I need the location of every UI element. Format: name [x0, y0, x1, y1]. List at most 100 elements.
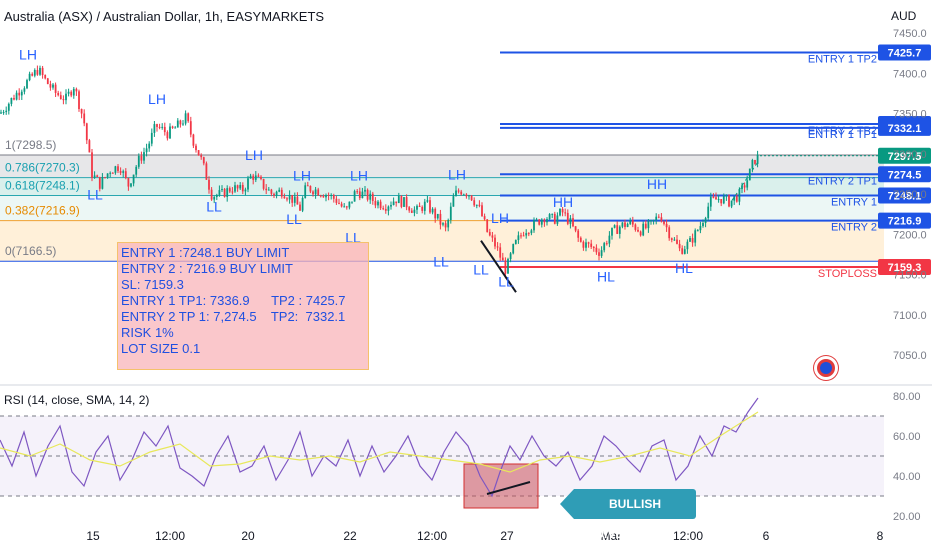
- y-tick-label: 7350.0: [893, 109, 927, 121]
- candle-body: [351, 201, 353, 203]
- bullish-divergence-label: BULLISH DIVERGENCE: [574, 489, 696, 541]
- candle-body: [31, 73, 34, 76]
- swing-label: HL: [597, 269, 615, 285]
- candle-body: [109, 172, 112, 174]
- candle-body: [148, 143, 151, 149]
- price-tag-label: 7425.7: [888, 48, 922, 60]
- candle-body: [252, 175, 255, 180]
- candle-body: [163, 126, 166, 133]
- candle-body: [725, 195, 728, 197]
- candle-body: [184, 113, 187, 124]
- candle-body: [213, 197, 216, 200]
- price-tag-label: 7159.3: [888, 262, 922, 274]
- candle-body: [483, 216, 486, 220]
- candle-body: [538, 219, 541, 225]
- rsi-sma-line: [0, 411, 759, 473]
- candle-body: [314, 189, 317, 195]
- currency-label: AUD: [891, 9, 917, 23]
- trade-level-label: ENTRY 1 TP2: [808, 54, 877, 66]
- candle-body: [111, 172, 114, 174]
- candle-body: [179, 120, 182, 125]
- candle-body: [262, 178, 265, 189]
- candle-body: [564, 212, 567, 214]
- fib-zone: [0, 154, 884, 178]
- candle-body: [637, 229, 639, 232]
- candle-body: [239, 184, 242, 189]
- candle-body: [140, 155, 143, 161]
- candle-body: [244, 189, 247, 192]
- x-tick-label: 22: [343, 529, 357, 543]
- candle-body: [491, 235, 494, 238]
- candle-body: [465, 194, 468, 197]
- divergence-trendline: [486, 481, 531, 495]
- swing-label: LL: [286, 211, 302, 227]
- candle-body: [621, 222, 624, 227]
- candle-body: [39, 67, 41, 75]
- candle-body: [629, 220, 632, 224]
- rsi-y-tick-label: 60.00: [893, 431, 921, 443]
- candle-body: [137, 155, 140, 167]
- candle-body: [267, 189, 270, 191]
- fib-level-label: 0.786(7270.3): [5, 161, 80, 175]
- candle-body: [743, 185, 746, 188]
- trade-level-label: ENTRY 2: [831, 222, 877, 234]
- candle-body: [257, 175, 260, 177]
- price-tag-label: 7216.9: [888, 216, 922, 228]
- fib-level-label: 0.382(7216.9): [5, 204, 80, 218]
- candle-body: [78, 91, 80, 109]
- candle-body: [683, 249, 686, 254]
- candle-body: [13, 97, 15, 100]
- note-line: ENTRY 2 : 7216.9 BUY LIMIT: [121, 261, 293, 276]
- candle-body: [709, 196, 712, 207]
- candle-body: [143, 152, 145, 161]
- candle-body: [548, 214, 551, 220]
- x-tick-label: 27: [500, 529, 514, 543]
- candle-body: [270, 189, 273, 194]
- candle-body: [189, 121, 192, 135]
- trade-level-label: STOPLOSS: [818, 268, 877, 280]
- y-tick-label: 7400.0: [893, 68, 927, 80]
- candle-body: [122, 171, 125, 173]
- candle-body: [130, 183, 132, 187]
- candle-body: [260, 176, 262, 179]
- swing-label: LL: [345, 229, 361, 245]
- candle-body: [46, 78, 49, 85]
- fib-level-label: 0.618(7248.1): [5, 179, 80, 193]
- candle-body: [325, 194, 327, 198]
- swing-label: LH: [293, 167, 311, 183]
- candle-body: [158, 126, 161, 128]
- candle-body: [702, 223, 704, 227]
- candle-body: [595, 247, 598, 253]
- bullish-divergence-callout: BULLISH DIVERGENCE: [560, 489, 696, 541]
- rsi-line: [0, 397, 759, 498]
- candle-body: [291, 194, 294, 203]
- candle-body: [304, 185, 307, 198]
- candle-body: [174, 127, 177, 129]
- candle-body: [509, 253, 512, 259]
- candle-body: [231, 191, 234, 193]
- swing-label: LH: [448, 167, 466, 183]
- candle-body: [444, 223, 447, 228]
- candle-body: [286, 198, 288, 200]
- chart-title: Australia (ASX) / Australian Dollar, 1h,…: [4, 9, 325, 24]
- rsi-title: RSI (14, close, SMA, 14, 2): [4, 393, 150, 407]
- candle-body: [553, 213, 556, 224]
- candle-body: [33, 70, 36, 76]
- candle-body: [182, 123, 184, 125]
- candle-body: [57, 92, 60, 96]
- candle-body: [494, 237, 496, 247]
- candle-body: [546, 219, 548, 223]
- candle-body: [535, 219, 538, 221]
- candle-body: [390, 204, 392, 207]
- candle-body: [96, 175, 99, 177]
- candle-body: [384, 208, 387, 211]
- candle-body: [75, 88, 78, 92]
- candle-body: [605, 243, 608, 245]
- candle-body: [668, 227, 671, 239]
- candle-body: [434, 208, 437, 219]
- candle-body: [418, 205, 421, 207]
- candle-body: [410, 210, 413, 213]
- note-line: SL: 7159.3: [121, 277, 184, 292]
- candle-body: [657, 216, 660, 218]
